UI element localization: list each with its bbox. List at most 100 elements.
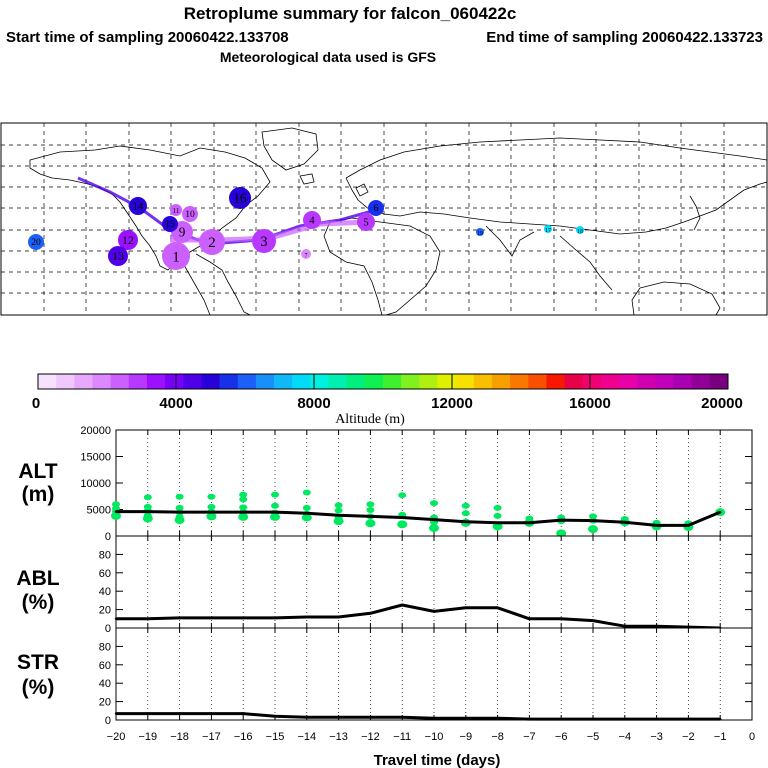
alt-panel: 0 5000 10000 15000 20000 [80,425,753,543]
colorbar-cell [219,374,239,389]
trajectory-label: 9 [179,224,186,239]
alt-scatter-point [397,520,408,529]
x-tick-label: −12 [361,731,380,743]
trajectory-marker [162,242,190,270]
colorbar-cell [364,374,384,389]
colorbar-cell [655,374,674,389]
series-point [496,716,499,720]
y-tick-label: 20000 [80,425,111,437]
series-point [528,521,531,524]
series-point [528,617,531,620]
alt-scatter-point [207,493,216,500]
colorbar-frame [37,373,729,390]
trajectory-marker [368,200,384,216]
trajectory-marker [108,246,128,266]
colorbar-cell [437,374,457,389]
trajectory-marker [118,230,138,250]
colorbar-cell [128,374,148,389]
y-tick-label: 80 [99,641,111,653]
y-tick-label: 0 [105,623,111,635]
series-point [560,717,563,721]
colorbar-cell [328,374,348,389]
trajectory-label: 14 [133,201,144,213]
alt-scatter-point [271,502,279,509]
series-point [146,712,149,715]
series-line [116,712,721,721]
series-point [210,616,213,620]
alt-scatter-point [239,496,248,503]
y-tick-label: 0 [105,531,111,543]
colorbar-cell [473,374,493,389]
x-tick-label: −3 [650,731,663,743]
series-point [719,510,722,514]
y-tick-label: 0 [105,715,111,727]
series-point [369,515,372,518]
series-point [114,712,118,715]
series-point [369,612,372,615]
series-point [719,717,722,721]
colorbar-cell [637,374,656,389]
series-point [337,514,340,517]
trajectory-label: 2 [208,235,216,251]
alt-scatter-point [429,524,439,533]
series-point [305,716,308,719]
abl-panel-ylabel: ABL [16,567,59,590]
trajectory-marker [182,206,198,222]
x-tick-label: −6 [555,731,568,743]
panel-frame [115,627,753,721]
alt-scatter-point [206,512,217,521]
series-point [114,510,118,513]
y-tick-label: 15000 [80,452,111,464]
alt-scatter-point [270,512,280,521]
abl-panel: 0 20 40 60 80 [99,535,753,635]
series-point [146,617,149,620]
x-tick-label: −4 [619,731,632,743]
series-point [655,524,658,527]
alt-panel-ylabel-unit: (m) [22,483,55,506]
trajectory-marker [162,216,178,232]
alt-scatter-point [589,513,597,520]
alt-scatter-point [301,513,312,522]
colorbar-cell [92,374,112,389]
met-data-label: Meteorological data used is GFS [220,49,436,65]
alt-scatter-point [238,512,249,521]
colorbar-cell [383,374,402,389]
x-tick-label: −7 [523,731,536,743]
series-point [623,624,626,628]
trajectory-marker [229,187,251,209]
series-point [401,516,404,519]
alt-scatter-point [588,525,598,534]
series-point [464,606,467,609]
alt-scatter-point [366,501,375,508]
panel-frame [115,535,753,629]
str-panel-ylabel-unit: (%) [22,676,55,699]
alt-scatter-point [111,511,121,520]
series-point [178,712,181,715]
series-point [273,510,277,514]
colorbar-cell [146,374,166,389]
trajectory-marker [301,249,311,259]
trajectory-label: 3 [260,234,267,250]
start-time-label: Start time of sampling 20060422.133708 [6,29,289,46]
alt-scatter-point [493,504,502,511]
x-tick-label: −13 [329,731,348,743]
colorbar: 0 4000 8000 12000 16000 20000 Altitude (… [32,373,743,427]
alt-scatter-point [302,504,311,511]
colorbar-cell [346,374,366,389]
series-point [146,510,149,513]
series-point [273,616,277,620]
y-tick-label: 5000 [87,505,111,517]
end-time-label: End time of sampling 20060422.133723 [486,29,763,46]
alt-scatter-point [493,512,502,519]
series-line [116,603,721,630]
x-tick-label: −17 [202,731,221,743]
colorbar-cell [619,374,638,389]
y-tick-label: 80 [99,549,111,561]
alt-scatter-point [175,493,184,500]
trajectory-label: 6 [374,203,379,214]
series-point [432,610,436,613]
alt-scatter-point [302,489,311,496]
x-tick-label: −1 [714,731,727,743]
